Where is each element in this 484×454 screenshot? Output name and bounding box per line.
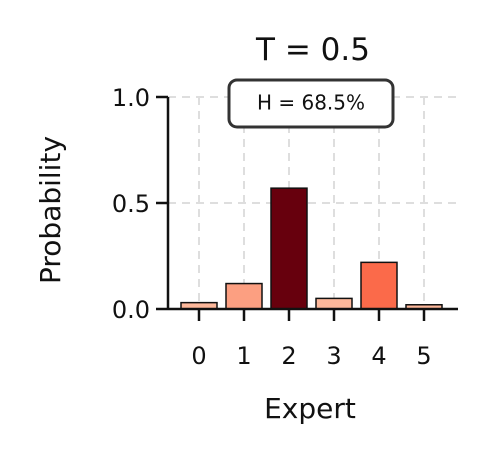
entropy-annotation: H = 68.5%	[227, 78, 395, 129]
x-tick-label: 1	[236, 342, 251, 370]
x-tick-label: 3	[326, 342, 341, 370]
bar-expert-2	[270, 187, 308, 310]
bar-expert-4	[360, 261, 398, 310]
ticks-layer: 0.0 0.5 1.0 0 1 2 3 4 5	[112, 84, 432, 370]
entropy-annotation-text: H = 68.5%	[257, 91, 365, 115]
x-tick-label: 2	[281, 342, 296, 370]
x-tick-label: 5	[416, 342, 431, 370]
x-tick-label: 4	[371, 342, 386, 370]
x-tick-label: 0	[191, 342, 206, 370]
entropy-annotation-box	[227, 78, 395, 129]
bar-expert-3	[315, 297, 353, 310]
bars-layer	[180, 187, 443, 310]
x-axis-label: Expert	[264, 392, 356, 425]
grid-layer	[168, 96, 458, 310]
bar-expert-1	[225, 282, 263, 310]
y-tick-label: 1.0	[112, 84, 150, 112]
chart-title: T = 0.5	[255, 32, 370, 68]
y-tick-label: 0.0	[112, 296, 150, 324]
y-tick-label: 0.5	[112, 190, 150, 218]
y-axis-label: Probability	[34, 136, 67, 284]
